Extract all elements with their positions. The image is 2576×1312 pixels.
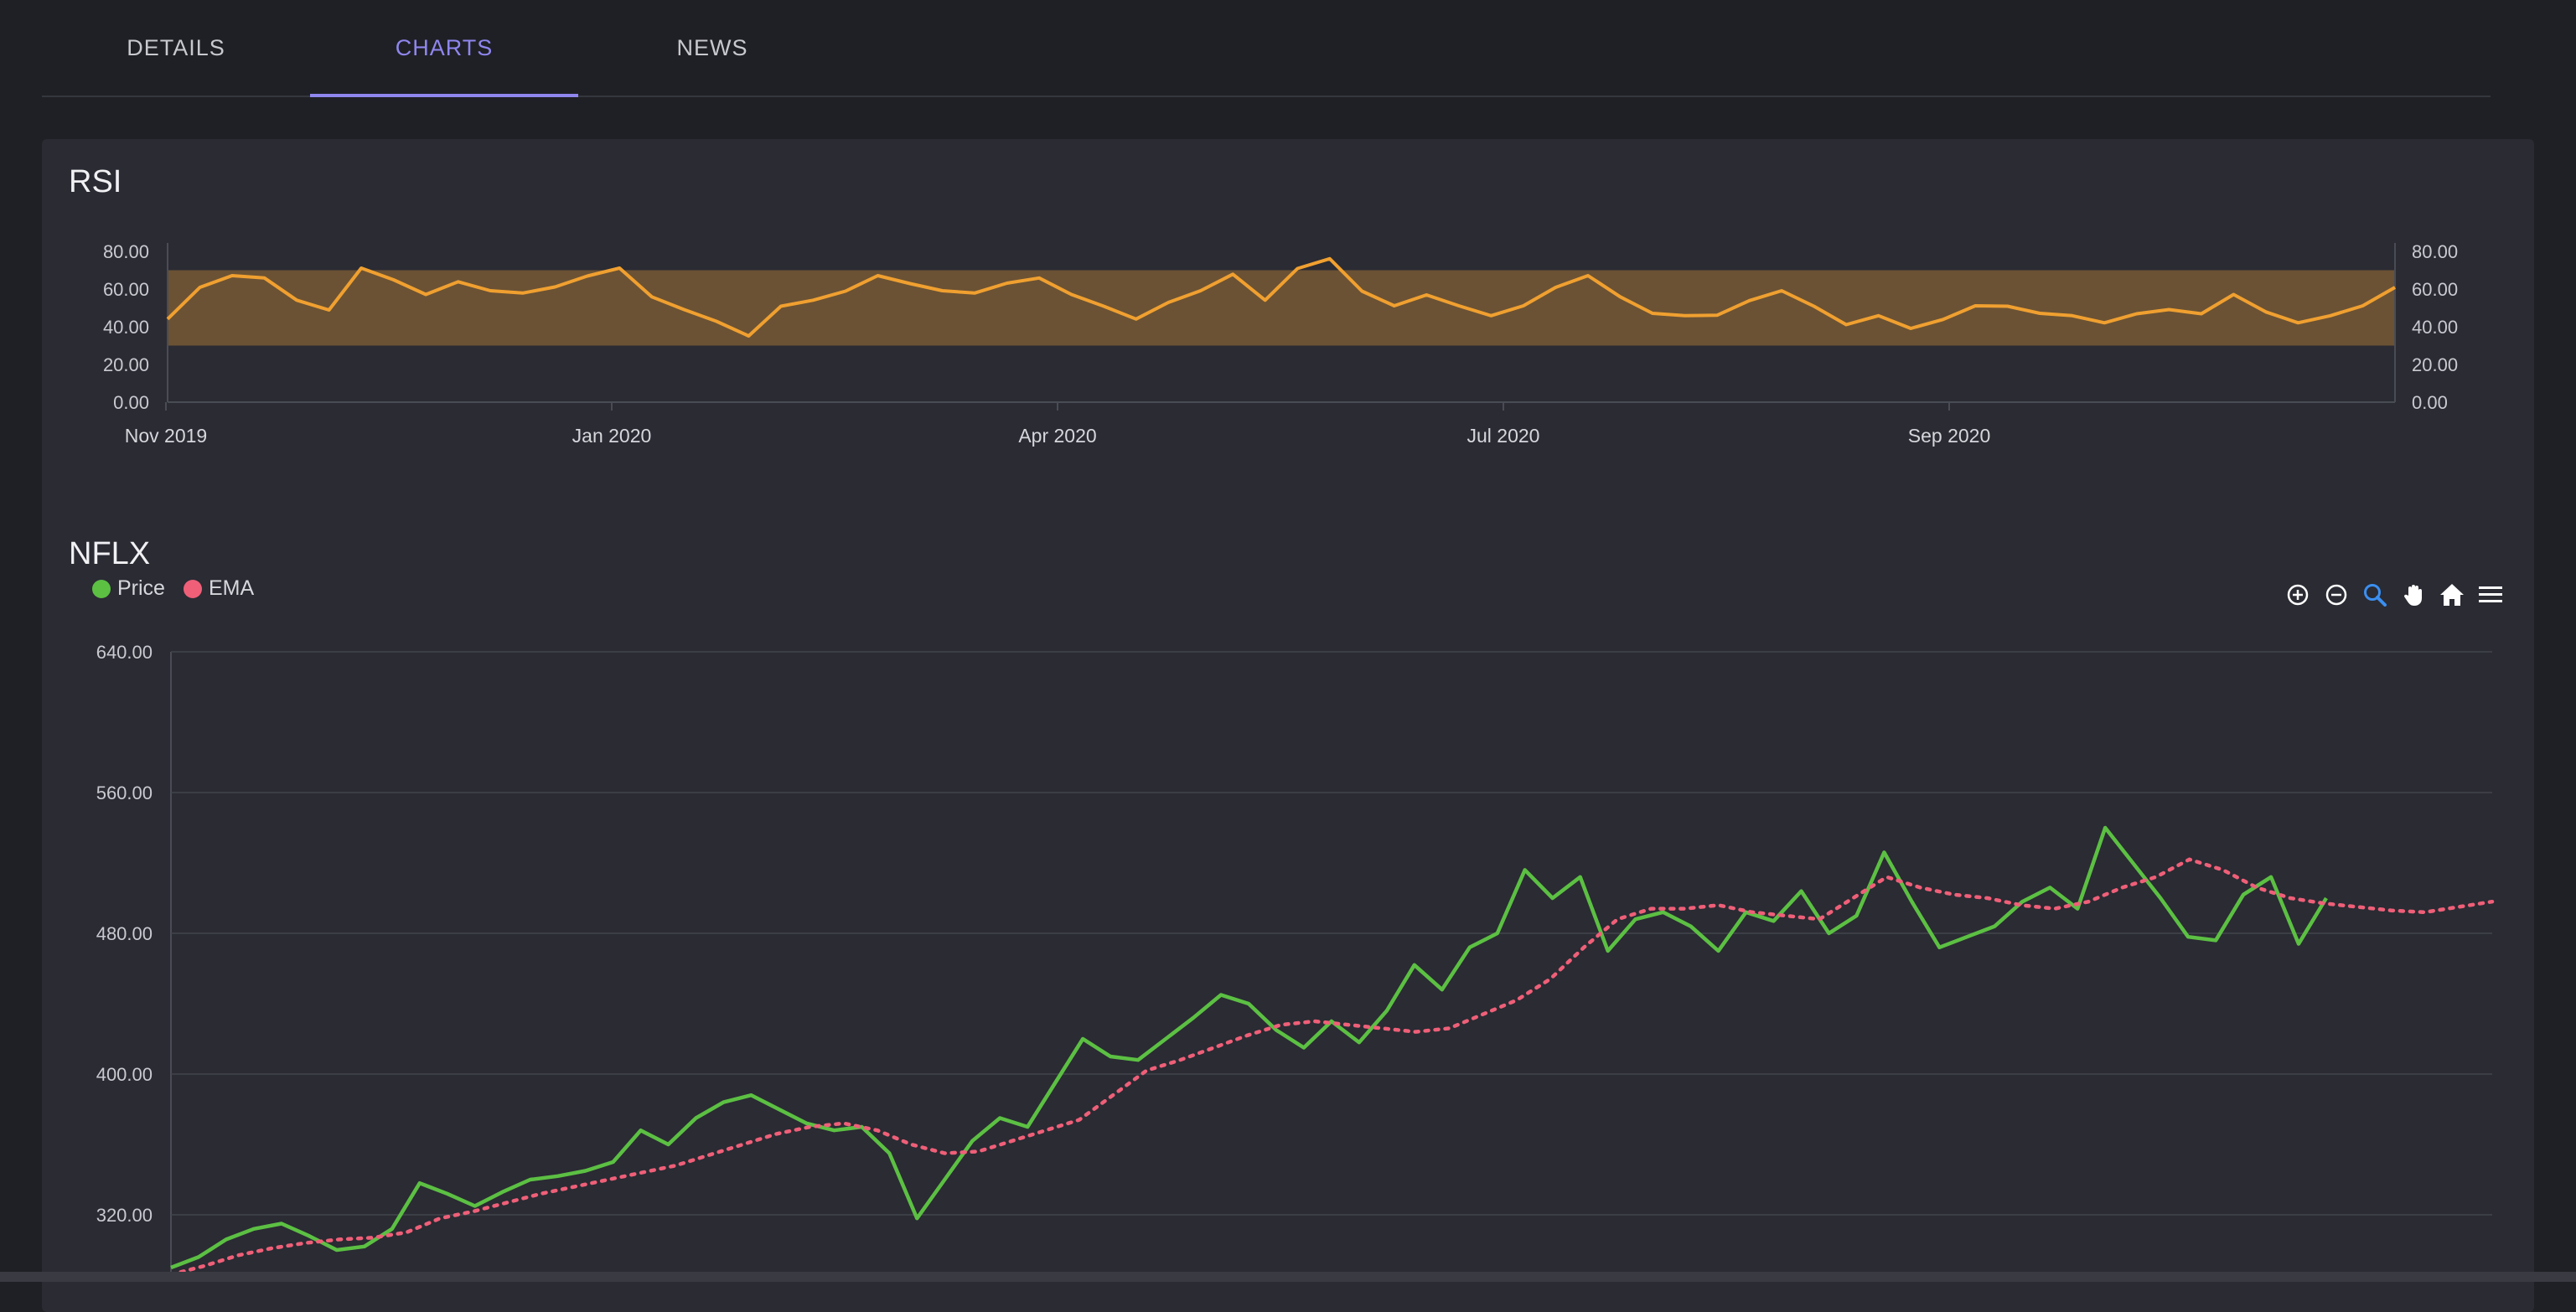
- legend-ema-label: EMA: [208, 576, 255, 600]
- tab-details[interactable]: DETAILS: [127, 34, 225, 60]
- rsi-y-tick-left: 40.00: [103, 317, 149, 338]
- horizontal-scrollbar[interactable]: [0, 1272, 2576, 1282]
- rsi-y-tick-right: 20.00: [2412, 354, 2458, 375]
- rsi-band: [168, 270, 2395, 346]
- price-line: [170, 825, 2328, 1270]
- rsi-y-tick-left: 60.00: [103, 279, 149, 300]
- price-chart: 640.00 560.00 480.00 400.00 320.00: [96, 642, 2495, 1273]
- home-icon[interactable]: [2437, 580, 2467, 610]
- zoom-in-icon[interactable]: [2283, 580, 2313, 610]
- rsi-y-tick-right: 40.00: [2412, 317, 2458, 338]
- price-legend: Price EMA: [92, 576, 254, 601]
- price-chart-title: NFLX: [69, 536, 151, 571]
- ema-line: [169, 857, 2495, 1273]
- legend-item-price[interactable]: Price: [92, 576, 165, 601]
- rsi-x-tick-label: Jul 2020: [1467, 425, 1540, 447]
- rsi-y-tick-left: 80.00: [103, 241, 149, 262]
- rsi-y-tick-right: 0.00: [2412, 392, 2448, 413]
- chart-toolbar: [2283, 578, 2506, 612]
- magnifier-icon[interactable]: [2360, 580, 2390, 610]
- zoom-out-icon[interactable]: [2321, 580, 2351, 610]
- price-y-tick-label: 480.00: [96, 923, 153, 944]
- rsi-y-tick-right: 80.00: [2412, 241, 2458, 262]
- tab-charts[interactable]: CHARTS: [310, 0, 578, 97]
- price-y-tick-label: 560.00: [96, 783, 153, 803]
- rsi-line: [166, 256, 2396, 338]
- rsi-chart: 80.00 80.00 60.00 60.00 40.00 40.00 20.00 20.00…: [103, 241, 2458, 447]
- legend-price-label: Price: [117, 576, 165, 600]
- price-y-tick-label: 320.00: [96, 1205, 153, 1226]
- rsi-x-tick-label: Sep 2020: [1908, 425, 1990, 447]
- menu-icon[interactable]: [2475, 580, 2506, 610]
- rsi-x-tick-label: Jan 2020: [572, 425, 652, 447]
- tab-bar: DETAILS CHARTS NEWS: [42, 0, 2491, 97]
- pan-hand-icon[interactable]: [2398, 580, 2429, 610]
- rsi-chart-title: RSI: [69, 164, 122, 199]
- rsi-y-tick-right: 60.00: [2412, 279, 2458, 300]
- price-y-tick-label: 640.00: [96, 642, 153, 663]
- legend-ema-marker: [183, 579, 202, 598]
- tab-news[interactable]: NEWS: [676, 34, 748, 60]
- rsi-x-tick-label: Nov 2019: [125, 425, 207, 447]
- legend-item-ema[interactable]: EMA: [183, 576, 255, 601]
- rsi-x-tick-label: Apr 2020: [1018, 425, 1096, 447]
- legend-price-marker: [92, 579, 111, 598]
- rsi-y-tick-left: 20.00: [103, 354, 149, 375]
- price-y-tick-label: 400.00: [96, 1064, 153, 1085]
- rsi-y-tick-left: 0.00: [113, 392, 149, 413]
